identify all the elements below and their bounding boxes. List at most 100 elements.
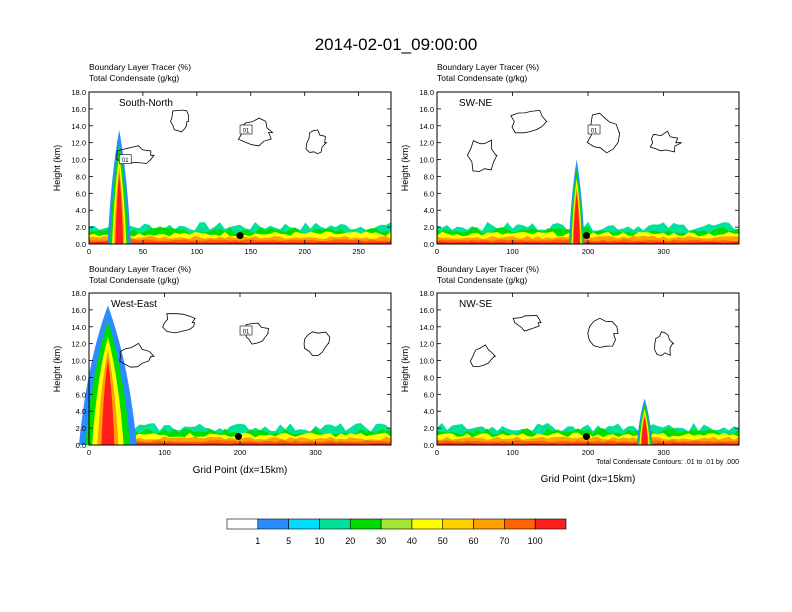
y-tick-label: 8.0: [76, 373, 86, 382]
colorbar-swatch: [226, 518, 259, 530]
colorbar-label: 1: [255, 536, 260, 546]
panel-south-north: Boundary Layer Tracer (%) Total Condensa…: [52, 62, 392, 256]
panel-plot: 0.0 2.0 4.0 6.0 8.0 10.0 12.0 14.0 16.0 18.0 0 100 2…: [419, 289, 740, 457]
y-tick-label: 4.0: [76, 206, 86, 215]
panel-header-line2: Total Condensate (g/kg): [89, 275, 179, 285]
colorbar-label: 10: [314, 536, 324, 546]
colorbar-label: 50: [438, 536, 448, 546]
contour-label: 01: [243, 330, 250, 336]
colorbar-swatch: [319, 518, 351, 530]
panel-header-line2: Total Condensate (g/kg): [437, 73, 527, 83]
colorbar-swatch: [534, 518, 567, 530]
plot-frame: [88, 91, 392, 245]
panel-plot: 01 01 0.0 2.0 4.0 6.0 8.0 10.0 12.0 14.0 16.0 18.0 0…: [71, 88, 392, 256]
x-tick-label: 250: [352, 247, 365, 256]
tracer-plume: [573, 191, 581, 244]
x-tick-label: 150: [245, 247, 258, 256]
location-marker: [582, 232, 590, 240]
y-tick-label: 12.0: [71, 139, 86, 148]
colorbar-swatch: [349, 518, 382, 530]
colorbar-swatch: [473, 518, 505, 530]
y-axis-label: Height (km): [52, 346, 62, 393]
y-tick-label: 12.0: [419, 340, 434, 349]
contour-label-box: [587, 124, 601, 135]
y-tick-label: 16.0: [419, 306, 434, 315]
y-tick-label: 4.0: [424, 407, 434, 416]
y-tick-label: 16.0: [71, 105, 86, 114]
panel-plot: 01 0.0 2.0 4.0 6.0 8.0 10.0 12.0 14.0 16.0 18.0 0 10…: [71, 289, 392, 457]
contour-label: 01: [122, 158, 129, 164]
figure-title: 2014-02-01_09:00:00: [315, 35, 478, 54]
y-tick-label: 10.0: [419, 357, 434, 366]
panel-name: South-North: [119, 98, 173, 109]
y-tick-label: 4.0: [424, 206, 434, 215]
y-tick-label: 0.0: [76, 441, 86, 450]
y-tick-label: 14.0: [71, 323, 86, 332]
condensate-contour: [170, 109, 190, 133]
y-tick-label: 10.0: [71, 357, 86, 366]
x-tick-label: 200: [582, 247, 595, 256]
x-tick-label: 200: [234, 448, 247, 457]
contour-label-box: [239, 325, 253, 336]
condensate-contour: [469, 344, 497, 367]
panel-header-line1: Boundary Layer Tracer (%): [437, 264, 539, 274]
condensate-contour: [116, 145, 155, 164]
y-tick-label: 2.0: [76, 424, 86, 433]
y-tick-label: 18.0: [71, 88, 86, 97]
contour-label: 01: [243, 129, 250, 135]
x-tick-label: 50: [139, 247, 147, 256]
y-tick-label: 4.0: [76, 407, 86, 416]
colorbar-label: 40: [407, 536, 417, 546]
panel-west-east: Boundary Layer Tracer (%) Total Condensa…: [52, 264, 392, 476]
panel-header-line1: Boundary Layer Tracer (%): [89, 62, 191, 72]
panel-sw-ne: Boundary Layer Tracer (%) Total Condensa…: [400, 62, 740, 256]
y-tick-label: 14.0: [419, 323, 434, 332]
y-tick-label: 16.0: [71, 306, 86, 315]
y-tick-label: 8.0: [424, 373, 434, 382]
panel-header-line1: Boundary Layer Tracer (%): [437, 62, 539, 72]
x-tick-label: 0: [87, 247, 91, 256]
colorbar-label: 20: [345, 536, 355, 546]
y-tick-label: 10.0: [71, 156, 86, 165]
y-tick-label: 12.0: [71, 340, 86, 349]
panel-header-line2: Total Condensate (g/kg): [89, 73, 179, 83]
y-tick-label: 18.0: [419, 289, 434, 298]
y-tick-label: 12.0: [419, 139, 434, 148]
contour-note: Total Condensate Contours: .01 to .01 by…: [596, 459, 739, 466]
contour-label-box: [239, 124, 253, 135]
colorbar-label: 100: [528, 536, 543, 546]
location-marker: [234, 433, 242, 441]
location-marker: [236, 232, 244, 240]
y-tick-label: 6.0: [424, 189, 434, 198]
panel-nw-se: Boundary Layer Tracer (%) Total Condensa…: [400, 264, 740, 485]
x-tick-label: 100: [191, 247, 204, 256]
y-tick-label: 10.0: [419, 156, 434, 165]
y-tick-label: 2.0: [424, 223, 434, 232]
x-tick-label: 0: [435, 247, 439, 256]
x-tick-label: 300: [309, 448, 322, 457]
tracer-plume: [101, 358, 115, 445]
y-tick-label: 14.0: [71, 122, 86, 131]
condensate-contour: [512, 315, 542, 332]
y-tick-label: 8.0: [424, 172, 434, 181]
colorbar-swatch: [442, 518, 474, 530]
y-tick-label: 2.0: [424, 424, 434, 433]
x-tick-label: 100: [506, 448, 519, 457]
x-tick-label: 100: [158, 448, 171, 457]
x-tick-label: 200: [582, 448, 595, 457]
y-axis-label: Height (km): [52, 145, 62, 192]
location-marker: [582, 433, 590, 441]
panel-header-line2: Total Condensate (g/kg): [437, 275, 527, 285]
x-tick-label: 0: [435, 448, 439, 457]
tracer-plume: [641, 416, 648, 445]
x-tick-label: 300: [657, 247, 670, 256]
y-tick-label: 18.0: [419, 88, 434, 97]
x-tick-label: 300: [657, 448, 670, 457]
x-tick-label: 200: [298, 247, 311, 256]
x-tick-label: 0: [87, 448, 91, 457]
y-tick-label: 18.0: [71, 289, 86, 298]
colorbar-label: 60: [469, 536, 479, 546]
condensate-contour: [305, 129, 328, 155]
panel-name: SW-NE: [459, 98, 492, 109]
condensate-contour: [466, 139, 498, 172]
